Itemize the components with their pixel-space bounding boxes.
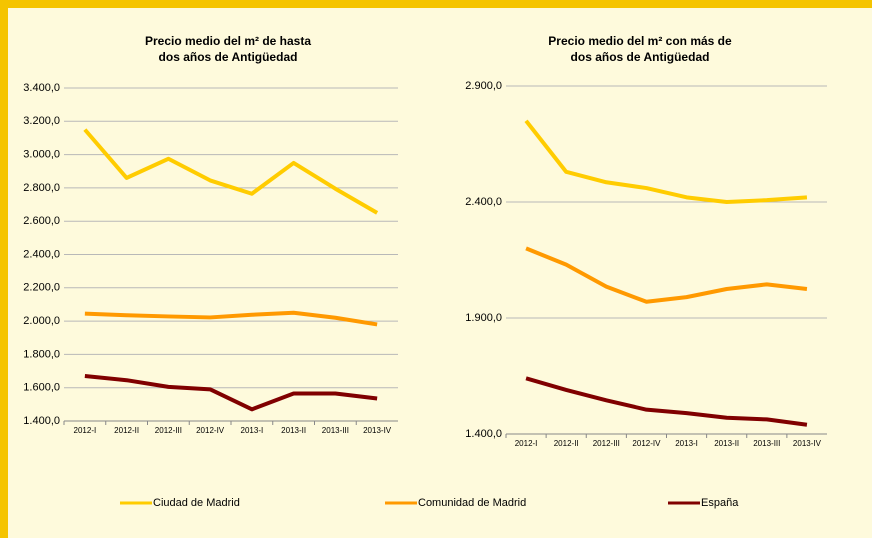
left-border (0, 0, 8, 538)
x-tick-label: 2013-IV (793, 439, 822, 448)
series-line (84, 310, 378, 327)
x-tick-label: 2013-I (241, 426, 264, 435)
x-tick-label: 2013-III (753, 439, 780, 448)
y-tick-label: 1.600,0 (23, 382, 60, 394)
x-tick-label: 2012-III (155, 426, 182, 435)
series-line (525, 246, 808, 304)
series-line (524, 119, 808, 204)
x-tick-label: 2012-I (515, 439, 538, 448)
x-tick-label: 2013-II (281, 426, 306, 435)
x-tick-label: 2013-III (322, 426, 349, 435)
x-tick-label: 2012-II (554, 439, 579, 448)
y-tick-label: 1.400,0 (23, 415, 60, 427)
y-tick-label: 2.600,0 (23, 215, 60, 227)
series-line (83, 128, 379, 215)
y-tick-label: 1.400,0 (465, 428, 502, 440)
x-tick-label: 2013-IV (363, 426, 392, 435)
chart-title: dos años de Antigüedad (571, 50, 710, 64)
y-tick-label: 2.200,0 (23, 282, 60, 294)
x-tick-label: 2012-IV (196, 426, 225, 435)
top-border (0, 0, 872, 8)
y-tick-label: 3.400,0 (23, 82, 60, 94)
x-tick-label: 2012-III (593, 439, 620, 448)
y-tick-label: 3.000,0 (23, 149, 60, 161)
y-tick-label: 2.900,0 (465, 80, 502, 92)
x-tick-label: 2013-I (675, 439, 698, 448)
y-tick-label: 2.000,0 (23, 315, 60, 327)
series-line (525, 376, 808, 427)
y-tick-label: 1.800,0 (23, 348, 60, 360)
x-tick-label: 2012-IV (632, 439, 661, 448)
x-tick-label: 2013-II (714, 439, 739, 448)
legend-label: España (701, 497, 739, 509)
y-tick-label: 1.900,0 (465, 312, 502, 324)
y-tick-label: 3.200,0 (23, 115, 60, 127)
legend-label: Comunidad de Madrid (418, 497, 526, 509)
y-tick-label: 2.800,0 (23, 182, 60, 194)
legend-label: Ciudad de Madrid (153, 497, 240, 509)
chart-title: Precio medio del m² con más de (548, 34, 732, 48)
chart-title: Precio medio del m² de hasta (145, 34, 311, 48)
y-tick-label: 2.400,0 (465, 196, 502, 208)
chart-title: dos años de Antigüedad (159, 50, 298, 64)
x-tick-label: 2012-I (74, 426, 97, 435)
series-line (84, 374, 378, 412)
x-tick-label: 2012-II (114, 426, 139, 435)
y-tick-label: 2.400,0 (23, 248, 60, 260)
